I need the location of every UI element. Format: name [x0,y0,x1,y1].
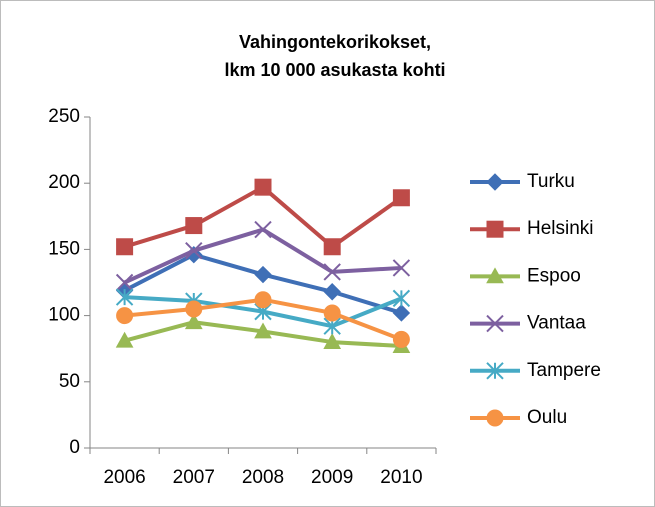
marker [323,333,342,349]
marker [185,242,203,260]
x-tick-label: 2007 [173,467,215,488]
marker [115,273,134,292]
marker [392,289,411,308]
marker [486,173,504,191]
marker [486,220,504,238]
marker [486,409,504,427]
marker [392,330,410,348]
marker [254,291,272,309]
marker [116,238,134,256]
y-tick-label: 0 [69,437,80,458]
y-tick-label: 50 [59,371,80,392]
marker [115,288,134,306]
y-tick-label: 150 [48,238,80,259]
marker [323,263,341,281]
marker [115,331,134,348]
marker [185,300,203,318]
marker [323,304,341,322]
marker [486,314,504,333]
marker [392,304,411,322]
marker [486,267,504,284]
marker [254,178,272,196]
x-tick-label: 2006 [103,467,145,488]
marker [254,220,272,239]
x-tick-label: 2010 [380,467,422,488]
y-tick-label: 100 [48,305,80,326]
marker [184,313,203,330]
marker [185,217,203,235]
legend-label: Oulu [527,407,567,428]
y-tick-label: 250 [48,106,80,127]
marker [323,283,341,301]
marker [486,362,504,380]
chart-title: Vahingontekorikokset, [239,32,431,52]
marker [254,322,272,339]
legend-label: Helsinki [527,218,594,239]
legend-label: Tampere [527,360,601,381]
legend-label: Espoo [527,265,581,286]
legend-label: Turku [527,171,575,192]
legend-label: Vantaa [527,313,586,334]
y-tick-label: 200 [48,172,80,193]
chart-title: lkm 10 000 asukasta kohti [224,60,445,80]
x-tick-label: 2009 [311,467,353,488]
marker [392,259,411,277]
marker [254,265,272,284]
marker [392,189,410,207]
marker [116,307,134,325]
x-tick-label: 2008 [242,467,284,488]
marker [323,238,341,256]
